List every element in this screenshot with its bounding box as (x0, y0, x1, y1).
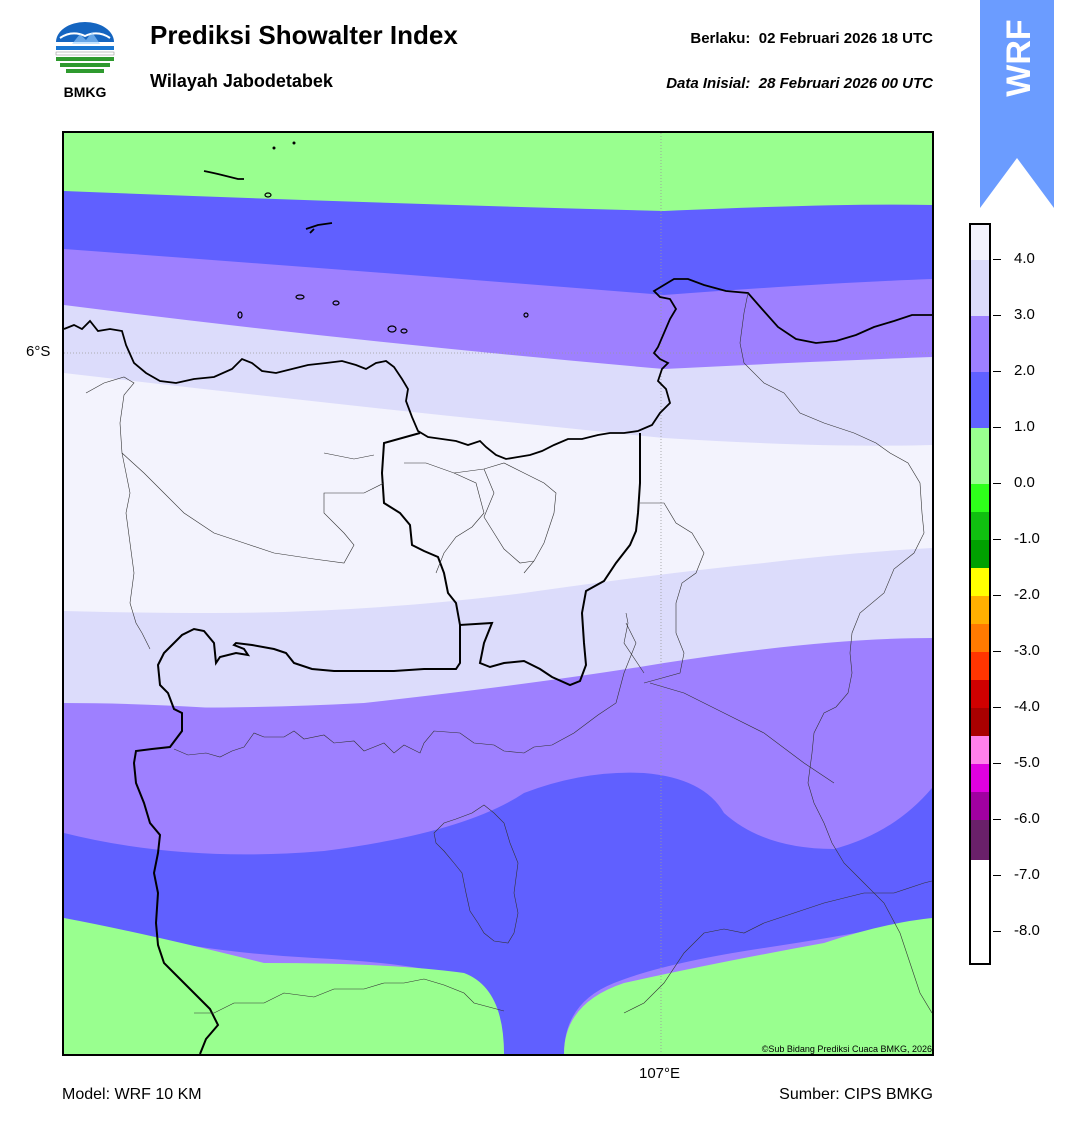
colorbar-tick-label: -2.0 (1014, 586, 1040, 603)
island-thousand-8 (400, 328, 408, 334)
band-0-1-southwest (64, 918, 504, 1054)
colorbar-tick (993, 539, 1001, 540)
band-above-4 (64, 373, 932, 613)
colorbar-seg-2 (971, 260, 989, 316)
regency-boundary-tangerang (121, 452, 385, 564)
bmkg-logo-icon (55, 22, 115, 73)
longitude-label: 107°E (639, 1065, 681, 1082)
page-title: Prediksi Showalter Index (150, 20, 458, 50)
colorbar-tick-label: -3.0 (1014, 642, 1040, 659)
colorbar-tick (993, 931, 1001, 932)
colorbar-tick (993, 595, 1001, 596)
colorbar (969, 223, 991, 965)
island-thousand-11 (292, 141, 296, 145)
colorbar-seg-11 (971, 624, 989, 652)
island-thousand-3 (305, 222, 333, 234)
colorbar-seg-3 (971, 316, 989, 372)
colorbar-seg-9 (971, 568, 989, 596)
region-subtitle: Wilayah Jabodetabek (150, 71, 333, 91)
colorbar-tick-label: -5.0 (1014, 754, 1040, 771)
logo-text: BMKG (63, 84, 107, 100)
valid-time-line: Berlaku: 02 Februari 2026 18 UTC (690, 30, 933, 47)
island-thousand-7 (387, 325, 397, 333)
colorbar-tick-label: 3.0 (1014, 306, 1035, 323)
colorbar-seg-15 (971, 736, 989, 764)
colorbar-tick-label: 2.0 (1014, 362, 1035, 379)
island-thousand-4 (295, 294, 305, 300)
colorbar-seg-6 (971, 484, 989, 512)
init-time: 28 Februari 2026 00 UTC (758, 75, 933, 92)
regency-boundary-purwakarta (649, 682, 835, 784)
init-label: Data Inisial: (666, 75, 751, 92)
colorbar-tick-label: -6.0 (1014, 810, 1040, 827)
valid-time: 02 Februari 2026 18 UTC (758, 30, 933, 47)
colorbar-seg-10 (971, 596, 989, 624)
colorbar-tick (993, 651, 1001, 652)
wrf-arrow-badge-icon: WRF (980, 0, 1054, 208)
colorbar-tick-label: -7.0 (1014, 866, 1040, 883)
colorbar-seg-13 (971, 680, 989, 708)
colorbar-tick-label: 1.0 (1014, 418, 1035, 435)
colorbar-seg-5 (971, 428, 989, 484)
bmkg-logo (52, 20, 118, 102)
regency-boundary-jakarta (323, 452, 557, 574)
regency-boundary-karawang (640, 502, 705, 684)
colorbar-seg-8 (971, 540, 989, 568)
island-thousand-1 (203, 170, 244, 180)
colorbar-tick (993, 819, 1001, 820)
valid-label: Berlaku: (690, 30, 751, 47)
colorbar-tick (993, 483, 1001, 484)
colorbar-tick-label: 4.0 (1014, 250, 1035, 267)
colorbar-tick (993, 371, 1001, 372)
init-time-line: Data Inisial: 28 Februari 2026 00 UTC (666, 75, 933, 92)
colorbar-seg-7 (971, 512, 989, 540)
jabodetabek-boundary (380, 432, 641, 687)
regency-boundary-west (85, 376, 151, 650)
colorbar-tick (993, 427, 1001, 428)
java-north-coastline (64, 278, 932, 460)
colorbar-seg-1 (971, 225, 989, 260)
island-thousand-10 (272, 146, 276, 150)
colorbar-tick-label: 0.0 (1014, 474, 1035, 491)
regency-boundary-sukabumi-city (433, 804, 519, 944)
colorbar-tick-label: -1.0 (1014, 530, 1040, 547)
colorbar-tick (993, 707, 1001, 708)
island-thousand-5 (332, 300, 340, 306)
colorbar-tick (993, 259, 1001, 260)
island-thousand-9 (523, 312, 529, 318)
band-2-3-south (64, 638, 932, 863)
regency-boundary-south (194, 880, 932, 1014)
band-0-1-southeast (564, 918, 932, 1054)
colorbar-seg-14 (971, 708, 989, 736)
latitude-label: 6°S (26, 343, 51, 360)
colorbar-tick-label: -8.0 (1014, 922, 1040, 939)
regency-boundary-bogor (173, 612, 645, 758)
island-thousand-2 (264, 192, 272, 198)
wrf-badge: WRF (980, 0, 1054, 208)
model-info: Model: WRF 10 KM (62, 1086, 202, 1103)
copyright-text: ©Sub Bidang Prediksi Cuaca BMKG, 2026 (761, 1044, 932, 1054)
colorbar-seg-16 (971, 764, 989, 792)
map-canvas (64, 133, 932, 1054)
source-info: Sumber: CIPS BMKG (779, 1086, 933, 1103)
colorbar-seg-18 (971, 820, 989, 860)
colorbar-tick (993, 763, 1001, 764)
colorbar-seg-12 (971, 652, 989, 680)
banten-boundary (132, 625, 461, 1054)
colorbar-tick (993, 875, 1001, 876)
showalter-index-map[interactable] (62, 131, 934, 1056)
colorbar-seg-4 (971, 372, 989, 428)
island-thousand-6 (237, 311, 243, 319)
wrf-badge-text: WRF (1000, 19, 1038, 96)
colorbar-tick-label: -4.0 (1014, 698, 1040, 715)
band-1-2-south (64, 772, 932, 1054)
colorbar-tick (993, 315, 1001, 316)
colorbar-seg-17 (971, 792, 989, 820)
regency-boundary-depok (435, 472, 485, 574)
regency-boundary-east (739, 292, 932, 1014)
